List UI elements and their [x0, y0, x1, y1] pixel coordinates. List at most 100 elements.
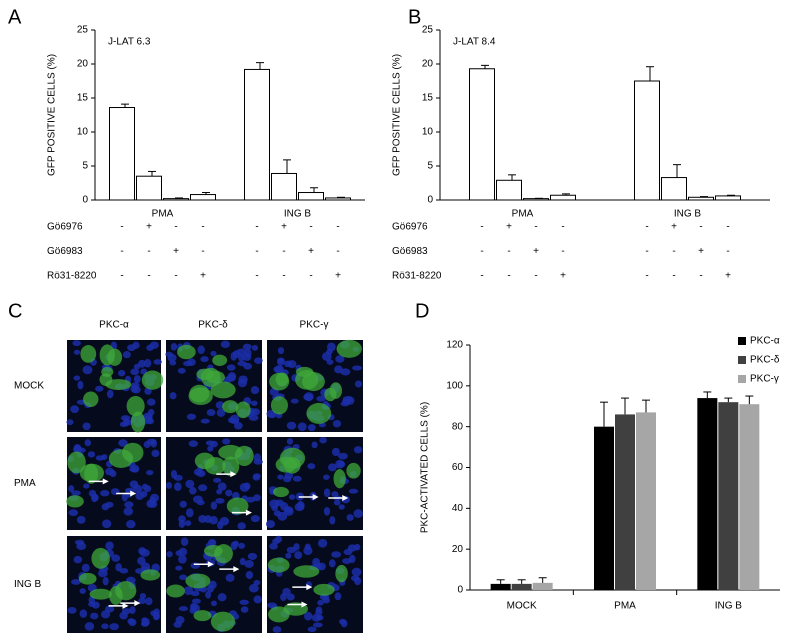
nucleus	[248, 583, 259, 593]
y-tick-label: 0	[82, 195, 88, 206]
nucleus	[272, 538, 280, 545]
micrograph	[267, 535, 363, 633]
nucleus	[151, 449, 160, 458]
nucleus	[285, 552, 292, 559]
nucleus	[200, 418, 210, 424]
bar	[271, 172, 297, 201]
nucleus	[245, 570, 254, 580]
nucleus	[139, 548, 150, 557]
nucleus	[146, 398, 156, 406]
cell	[283, 457, 301, 474]
treatment-mark: +	[335, 271, 341, 282]
arrow-head	[233, 566, 240, 573]
cell	[346, 462, 361, 479]
legend-label: PKC-γ	[750, 374, 779, 385]
treatment-mark: -	[699, 271, 702, 282]
nucleus	[165, 481, 173, 489]
nucleus	[173, 474, 183, 481]
y-tick-label: 0	[457, 585, 463, 596]
nucleus	[253, 579, 261, 586]
treatment-mark: -	[726, 222, 729, 233]
column-label: PKC-α	[99, 320, 129, 331]
nucleus	[184, 520, 192, 527]
y-axis-label: GFP POSITIVE CELLS (%)	[392, 54, 403, 176]
cell	[306, 402, 332, 424]
nucleus	[351, 567, 362, 577]
nucleus	[282, 587, 291, 596]
nucleus	[185, 479, 195, 489]
nucleus	[88, 489, 97, 497]
nucleus	[331, 551, 342, 558]
nucleus	[217, 482, 227, 491]
bar	[190, 194, 216, 201]
nucleus	[175, 616, 185, 624]
cell	[267, 557, 290, 573]
nucleus	[294, 551, 303, 560]
nucleus	[315, 609, 323, 616]
nucleus	[200, 356, 209, 363]
nucleus	[333, 499, 341, 506]
nucleus	[253, 595, 262, 604]
nucleus	[209, 516, 218, 525]
cell	[235, 401, 251, 419]
cell	[212, 354, 228, 366]
nucleus	[183, 586, 194, 596]
nucleus	[242, 353, 252, 361]
nucleus	[316, 395, 326, 402]
nucleus	[233, 422, 243, 430]
nucleus	[222, 438, 231, 445]
treatment-mark: -	[726, 246, 729, 257]
treatment-mark: -	[120, 222, 123, 233]
nucleus	[340, 368, 351, 376]
y-tick-label: 15	[77, 93, 89, 104]
bar	[469, 68, 495, 201]
bar	[715, 195, 741, 201]
nucleus	[74, 539, 85, 545]
cell	[273, 486, 289, 498]
nucleus	[130, 368, 140, 376]
y-tick-label: 25	[422, 25, 434, 36]
nucleus	[338, 452, 348, 460]
cell	[101, 366, 114, 377]
nucleus	[294, 502, 305, 512]
nucleus	[284, 471, 294, 480]
arrow-head	[130, 490, 137, 497]
nucleus	[277, 358, 285, 366]
y-tick-label: 10	[422, 127, 434, 138]
bar	[739, 404, 760, 590]
nucleus	[338, 504, 345, 510]
nucleus	[197, 345, 205, 355]
nucleus	[250, 400, 258, 406]
treatment-mark: -	[645, 222, 648, 233]
nucleus	[174, 482, 182, 492]
cell	[335, 564, 348, 583]
nucleus	[323, 488, 331, 498]
nucleus	[106, 389, 114, 399]
nucleus	[186, 413, 197, 420]
nucleus	[119, 567, 129, 574]
nucleus	[338, 618, 347, 625]
nucleus	[245, 496, 256, 503]
nucleus	[292, 475, 302, 482]
nucleus	[191, 598, 201, 604]
nucleus	[67, 606, 77, 614]
cell	[109, 586, 123, 605]
cell	[226, 497, 249, 515]
nucleus	[130, 382, 140, 389]
nucleus	[71, 490, 81, 496]
nucleus	[132, 341, 140, 349]
cell	[204, 457, 226, 475]
cell	[79, 463, 105, 483]
x-tick-label: PMA	[614, 601, 636, 612]
nucleus	[216, 408, 226, 418]
nucleus	[348, 554, 356, 564]
legend-swatch	[738, 337, 746, 345]
nucleus	[236, 348, 247, 356]
legend-swatch	[738, 375, 746, 383]
nucleus	[297, 422, 307, 432]
nucleus	[129, 480, 139, 489]
nucleus	[79, 588, 86, 595]
arrow-head	[301, 601, 308, 608]
cell	[234, 445, 254, 467]
cell	[329, 382, 343, 399]
